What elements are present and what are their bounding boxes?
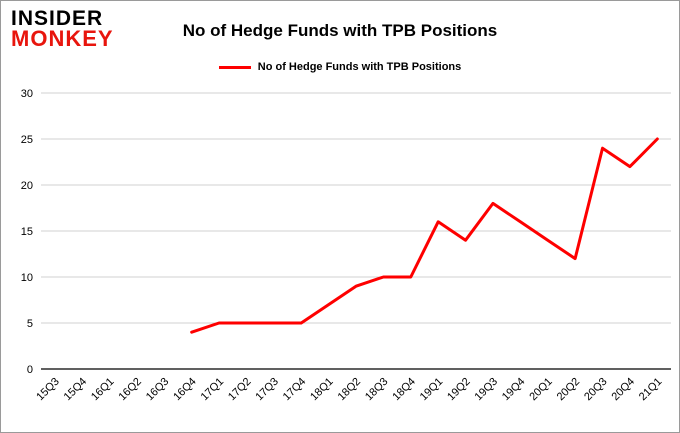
y-axis-tick-label: 15: [21, 226, 33, 238]
x-axis-tick-label: 20Q1: [527, 376, 555, 404]
y-axis-tick-label: 25: [21, 134, 33, 146]
x-axis-tick-label: 15Q4: [62, 376, 90, 404]
x-axis-tick-label: 19Q4: [500, 376, 528, 404]
x-axis-tick-label: 19Q1: [418, 376, 446, 404]
line-chart: 0 5 10 15 20 25 30 15Q3 15Q4 16Q1 16Q2 16Q3 16Q4 17Q1…: [21, 88, 671, 404]
x-axis-tick-label: 16Q1: [89, 376, 117, 404]
chart-area: 0 5 10 15 20 25 30 15Q3 15Q4 16Q1 16Q2 16Q3 16Q4 17Q1…: [1, 81, 679, 432]
insider-monkey-logo: INSIDER MONKEY: [11, 7, 114, 51]
x-axis-tick-label: 18Q3: [363, 376, 391, 404]
x-axis-tick-label: 17Q1: [199, 376, 227, 404]
chart-legend: No of Hedge Funds with TPB Positions: [1, 61, 679, 73]
logo-line-monkey: MONKEY: [11, 26, 114, 51]
x-axis-tick-label: 19Q3: [473, 376, 501, 404]
x-axis-tick-label: 15Q3: [34, 376, 62, 404]
x-axis-tick-label: 20Q3: [582, 376, 610, 404]
data-line: [190, 137, 659, 334]
x-axis-tick-label: 20Q4: [610, 376, 638, 404]
legend-line-swatch: [218, 65, 251, 69]
x-axis-tick-label: 20Q2: [555, 376, 583, 404]
y-axis-tick-label: 20: [21, 180, 33, 192]
y-axis-tick-label: 0: [27, 364, 33, 376]
logo-line-insider: INSIDER: [11, 7, 104, 30]
y-axis-tick-label: 10: [21, 272, 33, 284]
x-axis-tick-label: 16Q3: [144, 376, 172, 404]
legend-label: No of Hedge Funds with TPB Positions: [257, 61, 462, 73]
x-axis-tick-label: 16Q4: [171, 376, 199, 404]
x-axis-tick-label: 18Q2: [336, 376, 364, 404]
x-axis-tick-label: 18Q1: [308, 376, 336, 404]
y-axis-tick-label: 5: [27, 318, 33, 330]
page-title: No of Hedge Funds with TPB Positions: [182, 21, 498, 40]
x-axis-tick-label: 18Q4: [390, 376, 418, 404]
x-axis-tick-label: 16Q2: [116, 376, 144, 404]
x-axis-tick-label: 17Q3: [253, 376, 281, 404]
x-axis-tick-label: 21Q1: [637, 376, 665, 404]
x-axis-tick-label: 19Q2: [445, 376, 473, 404]
x-axis-tick-label: 17Q2: [226, 376, 254, 404]
y-axis-tick-label: 30: [21, 88, 33, 100]
x-axis-tick-label: 17Q4: [281, 376, 309, 404]
